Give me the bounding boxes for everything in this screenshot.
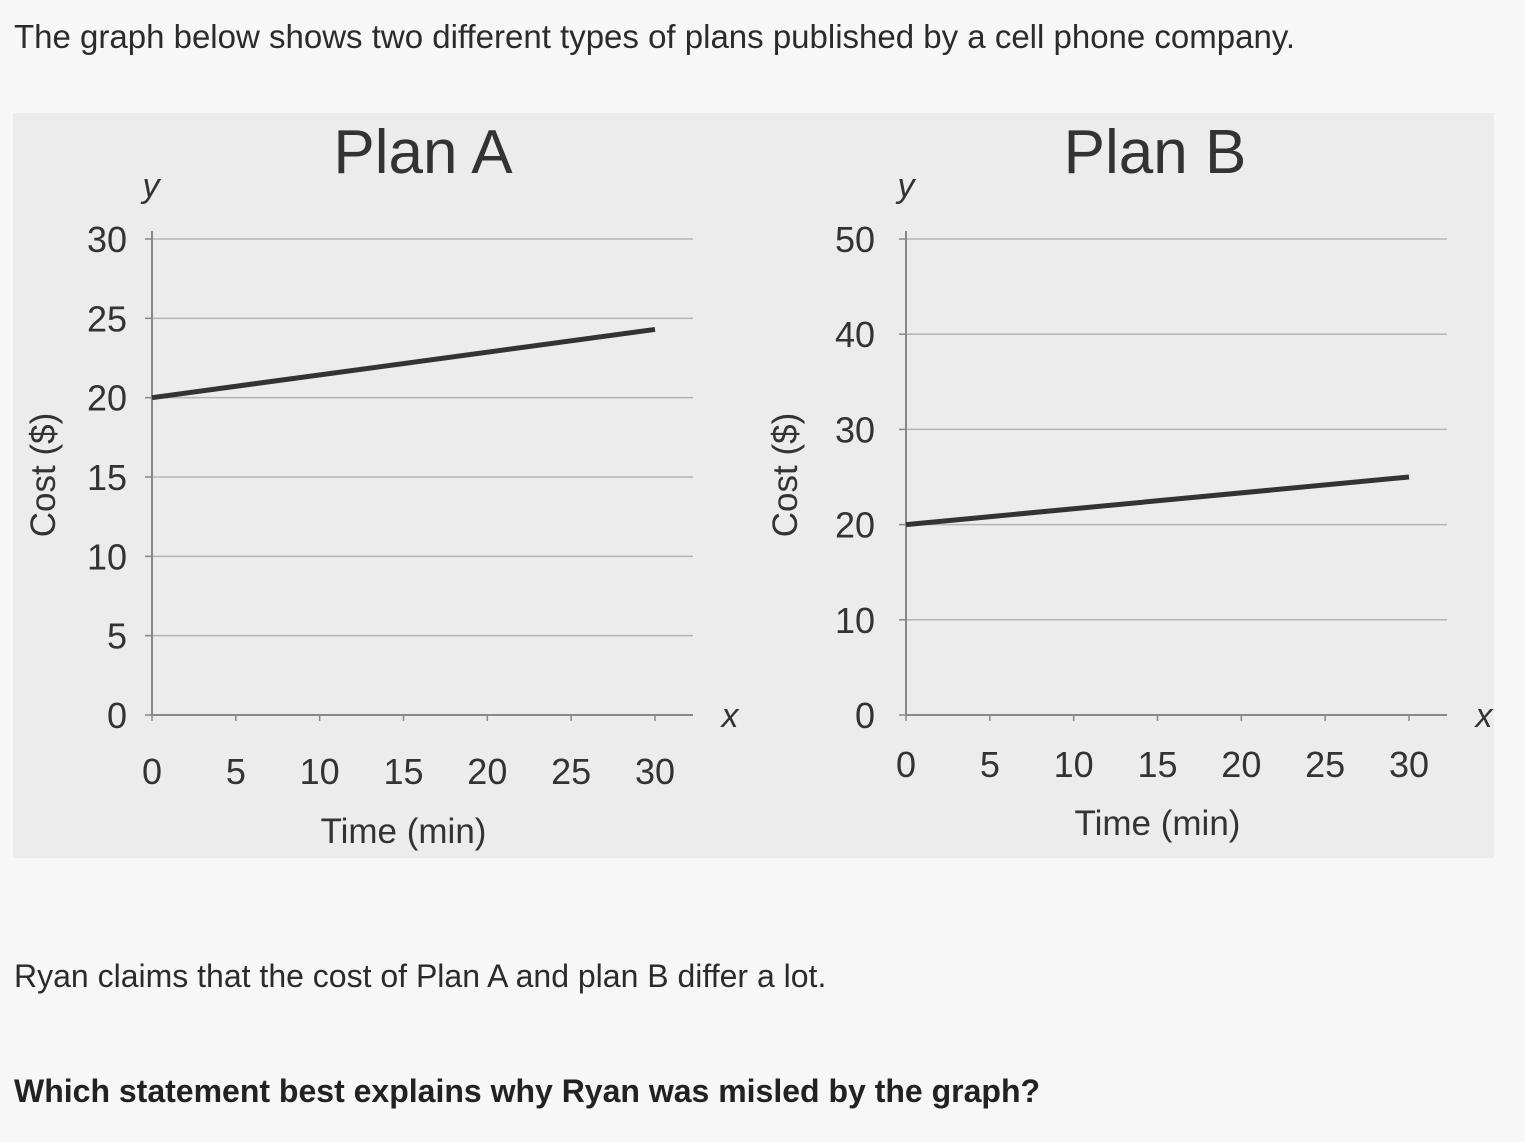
plan-b-x-tick-label: 15: [1137, 744, 1177, 785]
plan-a-y-tick-label: 0: [107, 695, 127, 736]
plan-b-x-letter: x: [1474, 697, 1494, 735]
plan-a-y-tick-label: 25: [87, 298, 127, 339]
plan-b-y-axis-label: Cost ($): [766, 413, 805, 537]
plan-a-y-axis-label: Cost ($): [24, 413, 63, 537]
plans-figure: Plan A 0 5 10 15 20 25 30 0 5 10 15 20 25 30 x y Time (mi…: [13, 113, 1494, 858]
plan-b-x-tick-label: 0: [896, 744, 916, 785]
plan-a-x-tick-label: 20: [467, 751, 507, 792]
plan-a-y-tick-label: 20: [87, 378, 127, 419]
plan-a-x-tick-label: 30: [635, 751, 675, 792]
plan-a-x-tick-label: 0: [142, 751, 162, 792]
plan-a-y-tick-label: 15: [87, 457, 127, 498]
plan-b-y-tick-label: 20: [835, 505, 875, 546]
plan-a-y-tick-label: 10: [87, 536, 127, 577]
plans-chart: Plan A 0 5 10 15 20 25 30 0 5 10 15 20 25 30 x y Time (mi…: [24, 118, 1494, 851]
plan-b-x-axis-label: Time (min): [1075, 804, 1241, 843]
plan-a-x-tick-label: 10: [300, 751, 340, 792]
plan-b-y-tick-label: 50: [835, 219, 875, 260]
plan-a-x-tick-label: 5: [226, 751, 246, 792]
plan-b-x-tick-label: 25: [1305, 744, 1345, 785]
plan-a-y-tick-label: 30: [87, 219, 127, 260]
question-text: Which statement best explains why Ryan w…: [14, 1073, 1041, 1109]
plan-b-x-tick-label: 5: [980, 744, 1000, 785]
plan-b-y-letter: y: [896, 167, 917, 205]
plan-a-x-axis-label: Time (min): [321, 812, 487, 851]
plan-b-title: Plan B: [1064, 118, 1247, 187]
plan-b-x-tick-label: 30: [1389, 744, 1429, 785]
plan-a-x-tick-label: 25: [551, 751, 591, 792]
plan-a-x-letter: x: [720, 697, 740, 735]
plan-a-x-tick-label: 15: [383, 751, 423, 792]
intro-text: The graph below shows two different type…: [14, 18, 1296, 55]
plan-a-y-tick-label: 5: [107, 616, 127, 657]
plan-a-title: Plan A: [333, 118, 513, 187]
plan-a-cost-line: [151, 326, 656, 401]
claim-text: Ryan claims that the cost of Plan A and …: [14, 958, 827, 994]
plan-b-y-tick-label: 10: [835, 600, 875, 641]
plan-b-x-tick-label: 20: [1221, 744, 1261, 785]
plan-b-y-tick-label: 40: [835, 314, 875, 355]
plan-b-x-tick-label: 10: [1054, 744, 1094, 785]
plan-b-y-tick-label: 0: [855, 695, 875, 736]
plan-a-y-letter: y: [141, 167, 162, 205]
plan-b-y-tick-label: 30: [835, 409, 875, 450]
plan-b-cost-line: [905, 474, 1410, 528]
